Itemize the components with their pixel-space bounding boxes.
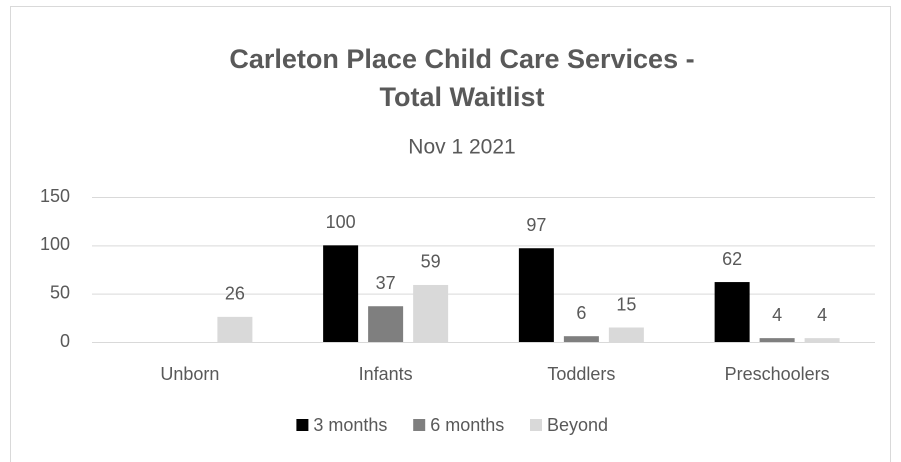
chart-border bbox=[10, 6, 891, 462]
bar bbox=[323, 245, 359, 342]
legend-swatch bbox=[413, 419, 426, 431]
data-label: 62 bbox=[722, 249, 742, 269]
bar bbox=[518, 248, 554, 342]
y-tick-label: 50 bbox=[50, 282, 70, 302]
y-tick-label: 0 bbox=[60, 331, 70, 351]
bar bbox=[413, 284, 449, 342]
y-tick-label: 100 bbox=[40, 234, 70, 254]
data-label: 15 bbox=[616, 294, 636, 314]
chart-subtitle: Nov 1 2021 bbox=[408, 136, 515, 159]
x-tick-label: Unborn bbox=[160, 364, 219, 384]
legend-swatch bbox=[530, 419, 542, 431]
data-label: 59 bbox=[421, 252, 441, 272]
y-tick-label: 150 bbox=[40, 186, 70, 206]
bar bbox=[217, 316, 253, 342]
x-tick-label: Infants bbox=[359, 364, 413, 384]
bar bbox=[563, 336, 599, 342]
bar bbox=[608, 327, 644, 342]
data-label: 6 bbox=[576, 303, 586, 323]
data-label: 100 bbox=[326, 212, 356, 232]
bar bbox=[759, 338, 795, 342]
legend-swatch bbox=[296, 419, 309, 431]
legend-label: Beyond bbox=[547, 415, 608, 435]
bar bbox=[804, 338, 840, 342]
legend-label: 6 months bbox=[430, 415, 504, 435]
legend-label: 3 months bbox=[313, 415, 387, 435]
bar bbox=[714, 282, 750, 342]
data-label: 4 bbox=[772, 305, 782, 325]
data-label: 37 bbox=[376, 273, 396, 293]
bar bbox=[368, 306, 404, 342]
chart-title: Carleton Place Child Care Services - Tot… bbox=[229, 44, 695, 112]
data-label: 4 bbox=[817, 305, 827, 325]
x-tick-label: Toddlers bbox=[547, 364, 615, 384]
x-tick-label: Preschoolers bbox=[725, 364, 830, 384]
data-label: 97 bbox=[526, 215, 546, 235]
data-label: 26 bbox=[225, 284, 245, 304]
